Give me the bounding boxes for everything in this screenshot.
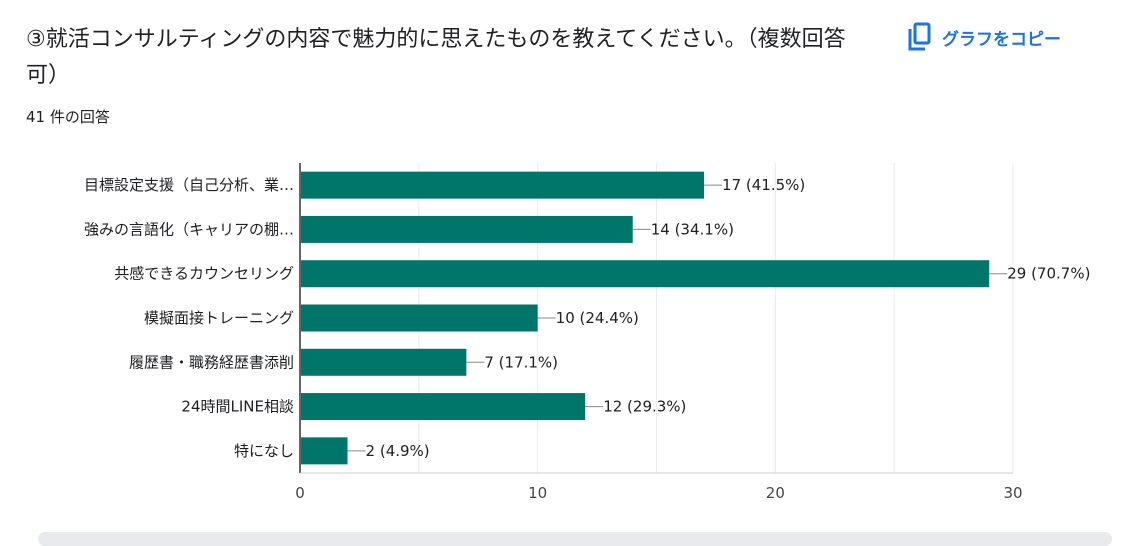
data-label: 29 (70.7%) <box>1007 265 1090 283</box>
category-label: 目標設定支援（自己分析、業… <box>84 176 294 194</box>
bar <box>301 304 538 332</box>
next-card-edge <box>38 532 1112 546</box>
bar <box>301 215 633 243</box>
category-label: 共感できるカウンセリング <box>114 265 294 283</box>
x-tick-label: 0 <box>295 484 305 502</box>
bar <box>301 348 467 376</box>
copy-icon <box>908 22 931 51</box>
bar <box>301 171 705 199</box>
copy-chart-button[interactable]: グラフをコピー <box>906 22 1061 52</box>
category-label: 模擬面接トレーニング <box>144 309 294 327</box>
response-count: 41 件の回答 <box>26 108 110 126</box>
category-label: 24時間LINE相談 <box>181 398 294 416</box>
data-label: 2 (4.9%) <box>366 442 430 460</box>
category-label: 強みの言語化（キャリアの棚… <box>84 220 294 238</box>
copy-chart-label: グラフをコピー <box>942 29 1061 50</box>
data-label: 7 (17.1%) <box>484 353 558 371</box>
bar <box>301 260 990 288</box>
category-label: 特になし <box>234 442 294 460</box>
data-label: 17 (41.5%) <box>722 176 805 194</box>
data-label: 14 (34.1%) <box>651 220 734 238</box>
data-label: 12 (29.3%) <box>603 398 686 416</box>
x-tick-label: 30 <box>1003 484 1022 502</box>
bar-chart: 0 10 20 30 17 (41.5%) 目標設定支援（自己分析、業… 14 (34.1%… <box>84 163 1090 502</box>
bar <box>301 393 586 421</box>
category-label: 履歴書・職務経歴書添削 <box>129 353 294 371</box>
question-title: ③就活コンサルティングの内容で魅力的に思えたものを教えてください。（複数回答可） <box>26 27 846 88</box>
x-tick-label: 20 <box>766 484 785 502</box>
x-tick-label: 10 <box>528 484 547 502</box>
data-label: 10 (24.4%) <box>556 309 639 327</box>
bar <box>301 437 348 465</box>
